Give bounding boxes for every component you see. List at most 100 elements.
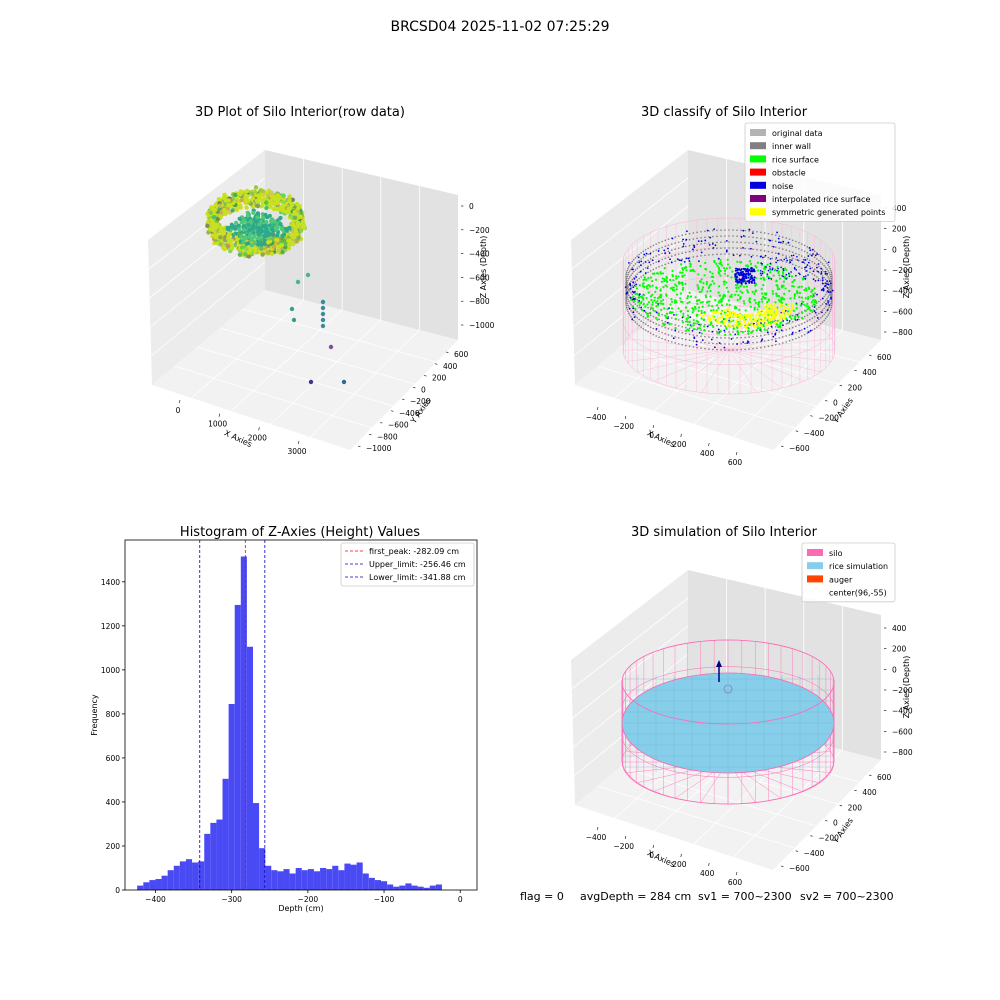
noise-point: [790, 271, 792, 273]
rice-surface-point: [663, 279, 666, 283]
inner-wall-point: [801, 323, 803, 325]
rice-surface-point: [697, 287, 700, 291]
rice-surface-point: [675, 284, 678, 288]
rice-surface-point: [648, 285, 652, 288]
noise-point: [638, 293, 641, 296]
raw-point: [271, 206, 277, 212]
inner-wall-point: [782, 242, 784, 244]
raw-y-tick-label: 200: [432, 374, 447, 383]
rice-surface-point: [696, 299, 699, 302]
classify-y-tick-label: 600: [877, 353, 892, 362]
inner-wall-point: [652, 321, 655, 324]
symmetric-point: [765, 303, 768, 306]
raw-point: [216, 197, 222, 202]
rice-surface-point: [779, 326, 782, 329]
raw-outlier-point: [320, 311, 326, 317]
noise-cluster-point: [740, 268, 743, 271]
inner-wall-point: [748, 336, 750, 338]
noise-point: [645, 252, 648, 255]
noise-point: [631, 268, 634, 271]
rice-surface-point: [753, 306, 756, 309]
inner-wall-point: [716, 229, 718, 232]
simulation-grid-line: [571, 597, 689, 690]
rice-surface-point: [723, 269, 727, 272]
rice-surface-point: [654, 316, 658, 319]
raw-point: [226, 236, 231, 241]
inner-wall-point: [644, 254, 647, 257]
inner-wall-point: [736, 247, 738, 249]
noise-point: [760, 255, 762, 258]
inner-wall-point: [628, 306, 630, 309]
rice-surface-point: [689, 269, 692, 273]
inner-wall-point: [661, 264, 663, 267]
inner-wall-point: [628, 300, 630, 303]
rice-surface-point: [686, 314, 690, 317]
rice-surface-point: [766, 328, 769, 332]
noise-point: [711, 330, 714, 333]
symmetric-point: [753, 319, 757, 322]
inner-wall-point: [688, 250, 691, 253]
classify-y-tick-mark: [810, 415, 813, 417]
inner-wall-point: [638, 312, 640, 315]
inner-wall-point: [767, 256, 770, 259]
histogram-bar: [332, 865, 339, 890]
inner-wall-point: [692, 340, 695, 342]
rice-surface-point: [707, 286, 710, 289]
simulation-left-pane: [571, 570, 688, 805]
rice-surface-point: [679, 300, 683, 303]
inner-wall-point: [630, 280, 632, 282]
symmetric-point: [760, 308, 763, 312]
raw-grid-line: [150, 261, 266, 357]
rice-surface-point: [654, 310, 657, 313]
noise-point: [759, 322, 762, 325]
simulation-y-tick-label: 0: [833, 819, 838, 828]
rice-surface-point: [793, 294, 796, 297]
classify-y-tick-mark: [795, 430, 799, 432]
panel-simulation-3d: 3D simulation of Silo Interior −400−2000…: [571, 525, 913, 887]
rice-surface-point: [784, 287, 787, 290]
rice-surface-point: [672, 279, 675, 282]
inner-wall-point: [744, 342, 746, 345]
rice-surface-point: [697, 273, 700, 276]
inner-wall-point: [823, 295, 825, 298]
rice-surface-point: [746, 265, 749, 268]
raw-point: [287, 206, 293, 211]
noise-point: [791, 259, 793, 261]
raw-point: [245, 210, 250, 215]
raw-point: [230, 208, 235, 213]
inner-wall-point: [696, 249, 698, 252]
symmetric-point: [741, 317, 744, 321]
inner-wall-point: [629, 314, 631, 316]
noise-point: [676, 258, 679, 261]
inner-wall-point: [774, 258, 777, 261]
inner-wall-point: [732, 331, 734, 333]
symmetric-point: [790, 311, 793, 314]
rice-surface-point: [722, 280, 725, 283]
inner-wall-point: [795, 313, 797, 316]
inner-wall-point: [712, 253, 714, 256]
inner-wall-point: [647, 306, 649, 309]
histogram-x-tick-label: −300: [221, 895, 242, 904]
raw-point: [245, 198, 251, 203]
rice-surface-point: [736, 284, 739, 287]
inner-wall-point: [625, 304, 628, 307]
inner-wall-point: [831, 293, 833, 295]
inner-wall-point: [732, 349, 734, 351]
symmetric-point: [769, 303, 772, 306]
rice-surface-point: [776, 284, 779, 287]
simulation-legend-swatch: [807, 575, 823, 583]
rice-surface-point: [748, 297, 752, 300]
inner-wall-point: [795, 252, 797, 255]
inner-wall-point: [826, 262, 828, 264]
inner-wall-point: [720, 247, 722, 249]
simulation-y-tick-mark: [868, 774, 872, 776]
histogram-bar: [204, 833, 211, 890]
noise-point: [646, 267, 649, 270]
rice-surface-point: [638, 295, 641, 298]
inner-wall-point: [774, 252, 777, 255]
simulation-x-tick-label: 400: [700, 869, 715, 878]
inner-wall-point: [655, 255, 657, 257]
inner-wall-point: [724, 349, 726, 351]
noise-cluster-point: [742, 273, 745, 276]
